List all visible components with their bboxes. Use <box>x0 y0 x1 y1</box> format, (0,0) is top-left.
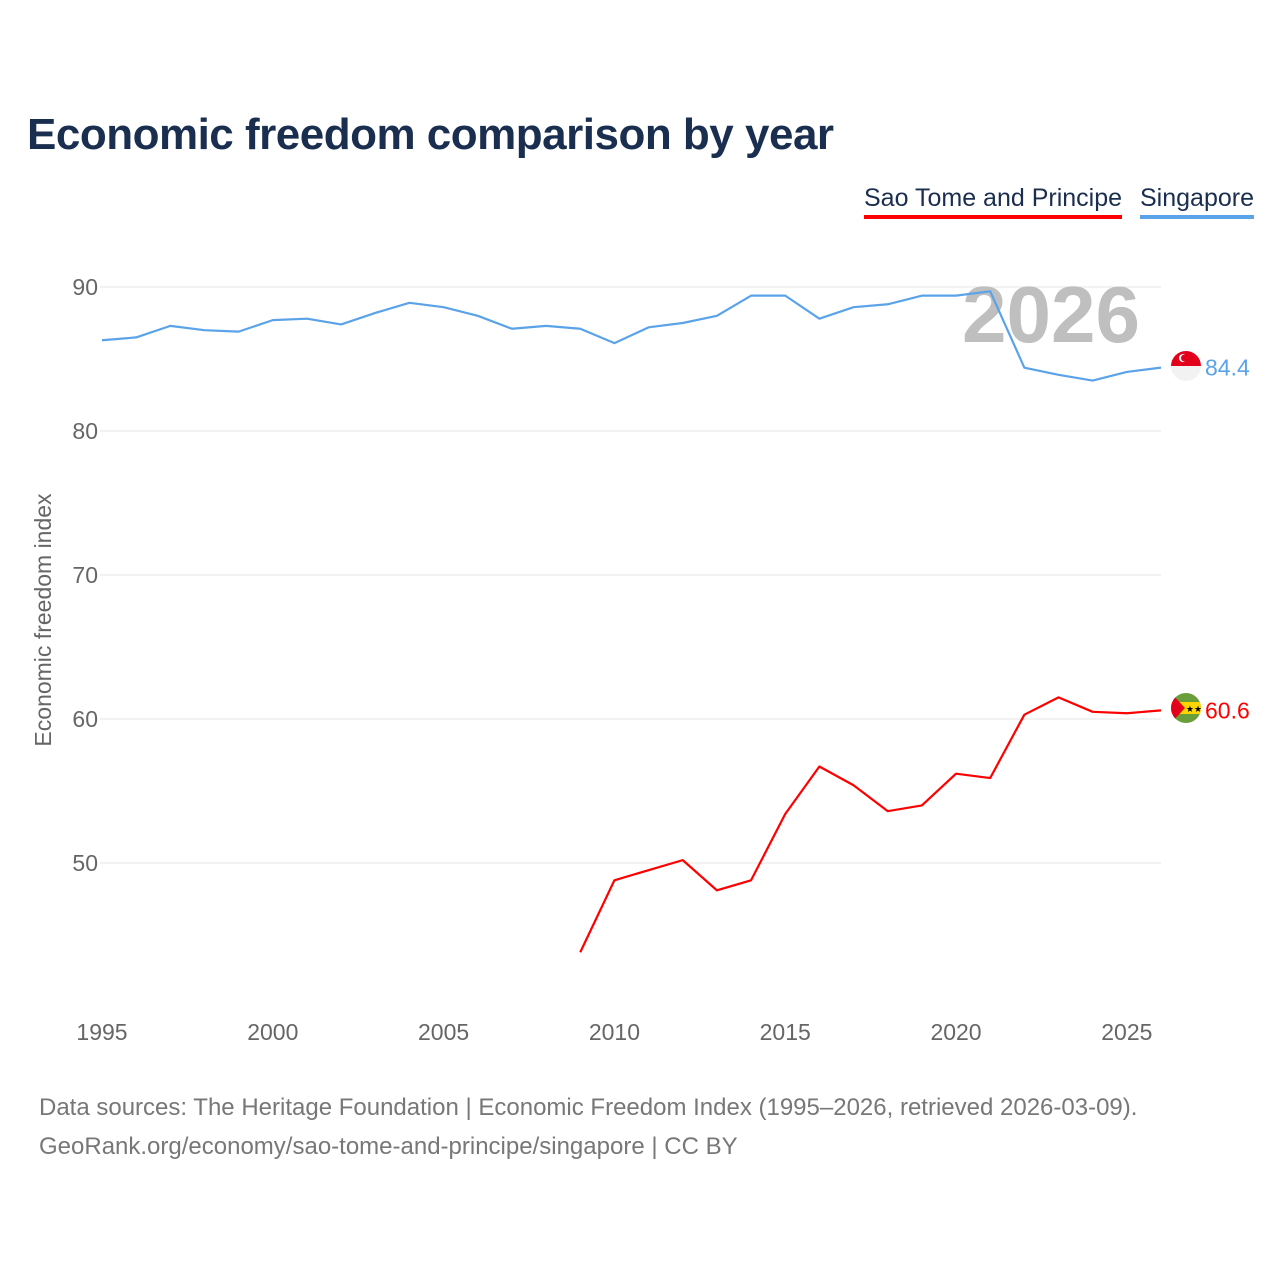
chart-title: Economic freedom comparison by year <box>27 110 834 159</box>
series-line-singapore <box>101 290 1162 382</box>
x-tick-label: 2000 <box>247 1019 298 1045</box>
y-tick-label: 50 <box>72 850 98 876</box>
x-tick-label: 2015 <box>760 1019 811 1045</box>
series-line-sao-tome-and-principe <box>579 696 1162 953</box>
legend-sao-tome-and-principe[interactable]: Sao Tome and Principe <box>864 184 1123 219</box>
legend-singapore[interactable]: Singapore <box>1140 184 1254 219</box>
end-value-label-sao-tome-and-principe: 60.6 <box>1205 697 1250 723</box>
x-axis-ticks: 1995 2000 2005 2010 2015 2020 2025 <box>76 1019 1152 1045</box>
y-axis-label: Economic freedom index <box>30 493 56 747</box>
y-tick-label: 60 <box>72 706 98 732</box>
sao-tome-flag-icon: ★★ <box>1171 693 1202 723</box>
x-tick-label: 1995 <box>76 1019 127 1045</box>
y-tick-label: 80 <box>72 418 98 444</box>
gridlines <box>100 286 1161 864</box>
source-note: Data sources: The Heritage Foundation | … <box>39 1088 1137 1166</box>
x-tick-label: 2010 <box>589 1019 640 1045</box>
series-lines: 84.4 60.6 <box>101 290 1250 953</box>
svg-text:★★: ★★ <box>1186 704 1202 714</box>
y-axis-ticks: 50 60 70 80 90 <box>72 274 98 876</box>
y-tick-label: 70 <box>72 562 98 588</box>
x-tick-label: 2020 <box>930 1019 981 1045</box>
source-line-2[interactable]: GeoRank.org/economy/sao-tome-and-princip… <box>39 1133 738 1160</box>
end-value-label-singapore: 84.4 <box>1205 355 1250 381</box>
y-tick-label: 90 <box>72 274 98 300</box>
watermark-year: 2026 <box>962 270 1140 359</box>
singapore-flag-icon <box>1171 351 1201 381</box>
x-tick-label: 2025 <box>1101 1019 1152 1045</box>
x-tick-label: 2005 <box>418 1019 469 1045</box>
source-line-1: Data sources: The Heritage Foundation | … <box>39 1094 1138 1121</box>
